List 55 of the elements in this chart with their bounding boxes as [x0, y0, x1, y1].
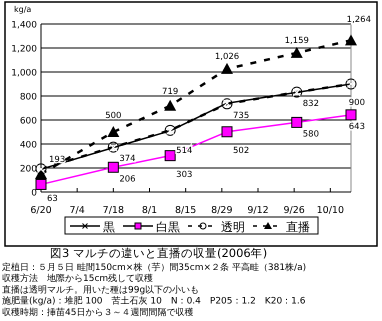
point — [107, 126, 120, 137]
x-tick-label: 8/29 — [211, 205, 233, 216]
data-label: 735 — [233, 110, 250, 121]
x-tick-label: 9/12 — [247, 205, 269, 216]
y-tick-label: 1,000 — [11, 68, 38, 78]
legend-label: 白黒 — [156, 220, 180, 234]
data-label: 303 — [176, 170, 192, 180]
text: 収穫時期：挿苗45日から３～４週間間隔で収穫 — [2, 306, 194, 318]
data-label: 193 — [49, 154, 66, 165]
data-label: 374 — [119, 154, 136, 164]
y-axis-title: kg/a — [14, 5, 32, 14]
data-label: 206 — [119, 174, 136, 184]
text: 図3 マルチの違いと直播の収量(2006年) — [50, 246, 268, 260]
x-tick-label: 10/10 — [316, 205, 344, 216]
text: 定植日：５月５日 畦間150cm×株（芋）間35cm×２条 平高畦（381株/a) — [2, 262, 306, 273]
data-label: 580 — [302, 129, 319, 140]
point — [36, 178, 46, 190]
x-tick-label: 8/1 — [142, 205, 158, 216]
data-label: 1,159 — [284, 36, 309, 46]
y-tick-label: 800 — [20, 92, 38, 102]
text: 施肥量(kg/a)：堆肥 100 苦土石灰 10 N：0.4 P205：1.2 K20：1.6 — [2, 296, 306, 307]
legend-label: 黒 — [103, 220, 115, 234]
data-label: 643 — [348, 122, 365, 132]
data-label: 719 — [162, 87, 178, 97]
data-label: 502 — [233, 146, 250, 156]
x-tick-label: 9/26 — [283, 205, 305, 216]
point — [221, 62, 233, 74]
x-tick-label: 7/4 — [70, 205, 85, 216]
x-tick-label: 6/20 — [30, 205, 52, 216]
data-label: 63 — [47, 194, 58, 204]
data-label: 1,026 — [214, 52, 240, 62]
y-tick-label: 600 — [20, 116, 38, 126]
point — [346, 109, 356, 120]
y-tick-label: 1,200 — [11, 44, 38, 54]
legend-label: 直播 — [286, 220, 310, 234]
data-label: 500 — [105, 111, 122, 121]
point — [108, 162, 119, 173]
point — [164, 100, 176, 111]
point — [164, 150, 176, 162]
text: 収穫方法 地際から15cm残して収穫 — [2, 273, 154, 284]
y-tick-label: 400 — [20, 140, 38, 150]
y-tick-label: 200 — [20, 164, 38, 174]
y-tick-label: 0 — [31, 188, 38, 198]
point — [291, 116, 302, 128]
point — [345, 34, 357, 46]
point — [290, 46, 303, 58]
data-label: 1,264 — [346, 15, 371, 25]
point — [222, 126, 232, 138]
legend-label: 透明 — [221, 220, 245, 234]
y-tick-label: 1,400 — [11, 20, 38, 30]
text: 直播は透明マルチ。用いた種は99g以下の小いも — [2, 284, 200, 296]
data-label: 900 — [348, 98, 365, 108]
data-label: 832 — [302, 99, 319, 110]
x-tick-label: 7/18 — [102, 205, 124, 216]
x-tick-label: 8/15 — [174, 205, 196, 216]
